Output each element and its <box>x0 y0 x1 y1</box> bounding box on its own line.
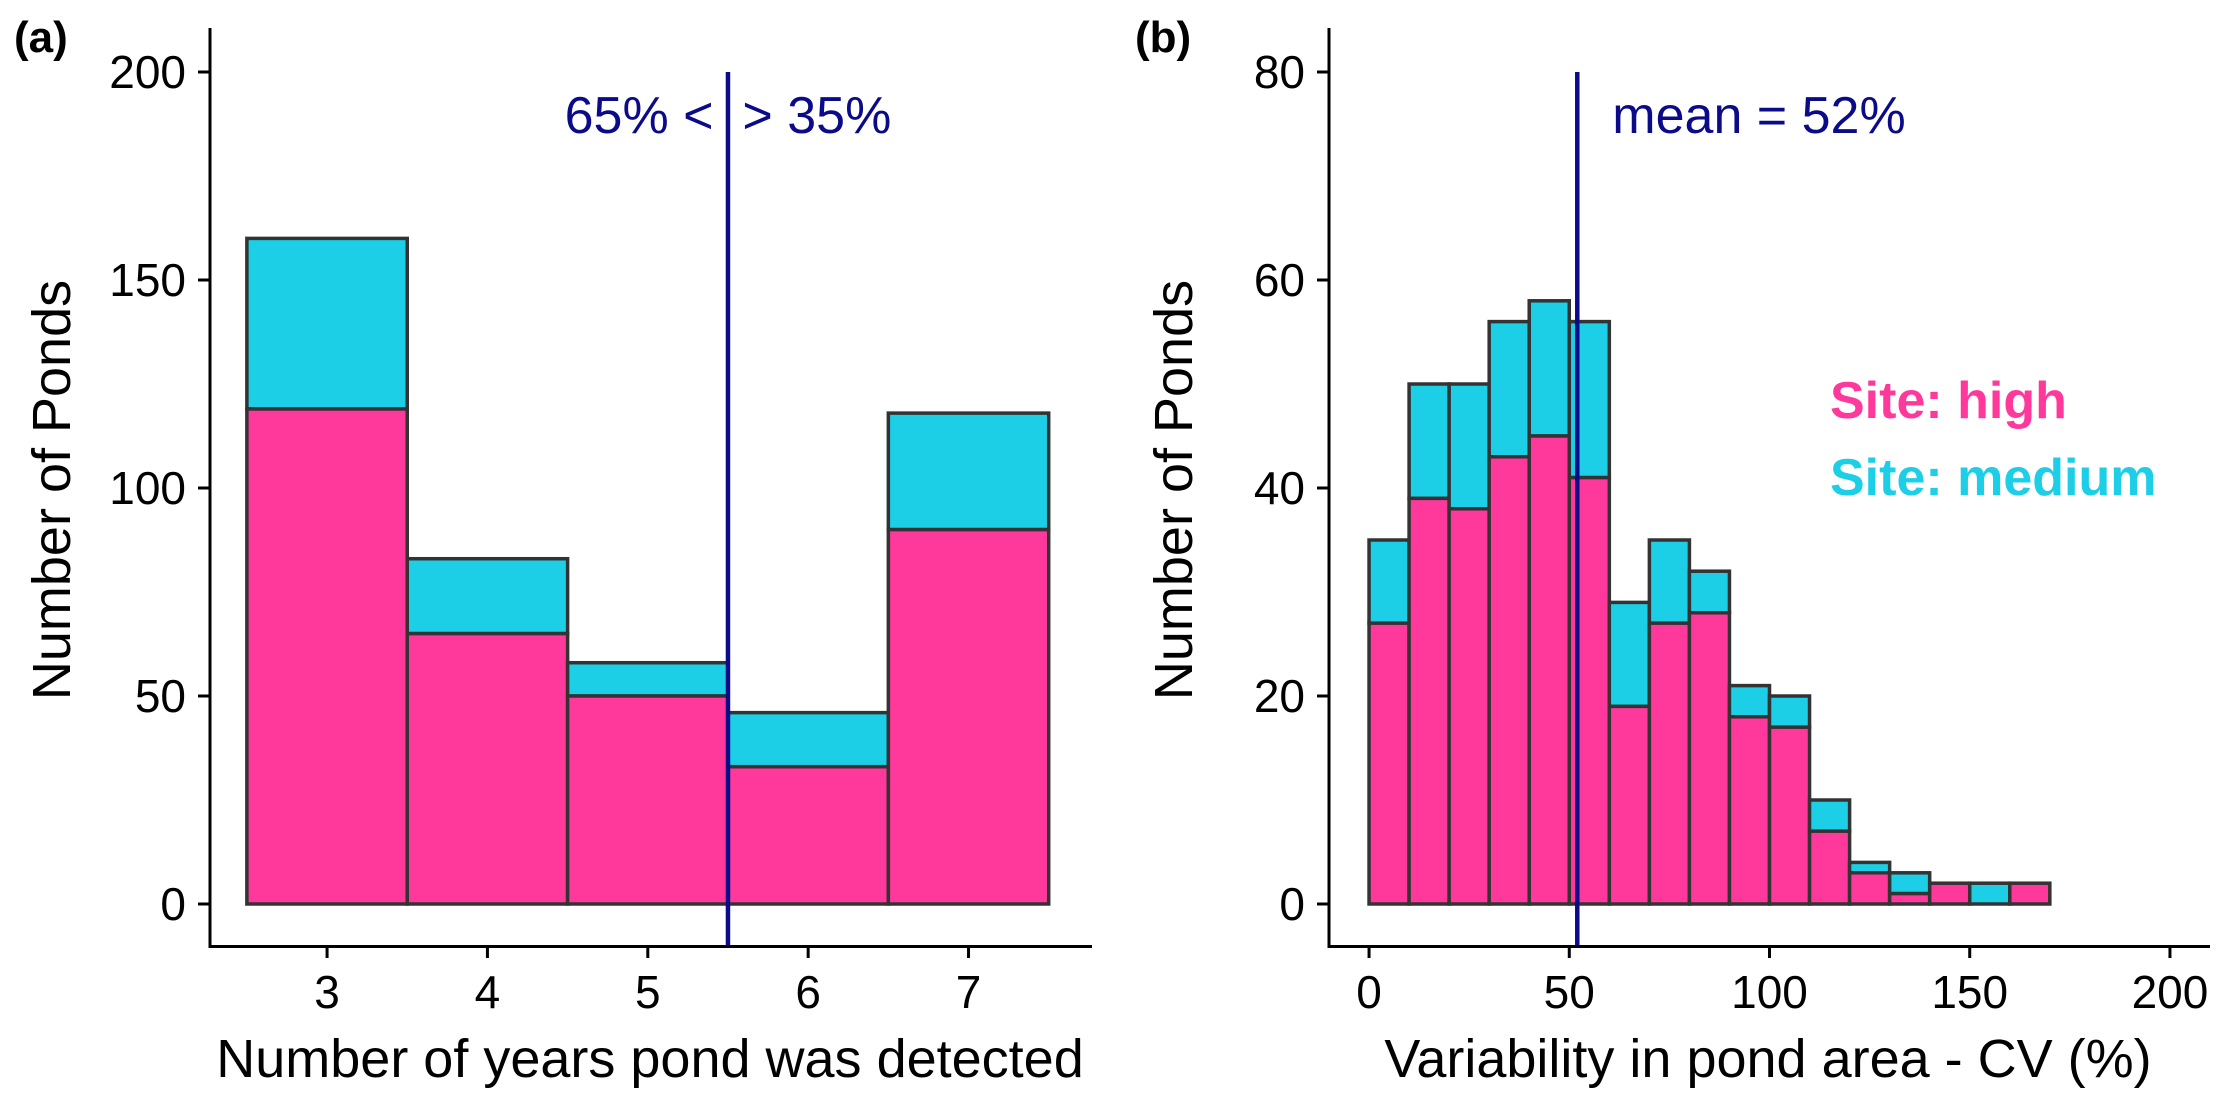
bar-b-100-high <box>1767 725 1812 906</box>
bar-b-130-medium <box>1887 871 1932 896</box>
x-tick-label: 3 <box>314 966 340 1018</box>
bar-b-0-medium <box>1367 538 1411 625</box>
x-tick-label: 4 <box>475 966 501 1018</box>
y-tick-label: 60 <box>1254 254 1305 306</box>
x-tick-label: 0 <box>1356 966 1382 1018</box>
y-tick-label: 100 <box>109 462 186 514</box>
bar-b-10-high <box>1407 496 1451 906</box>
bar-b-150-medium <box>1967 881 2012 906</box>
bar-b-80-high <box>1687 611 1732 906</box>
y-tick-label: 20 <box>1254 670 1305 722</box>
bar-b-160-high <box>2008 881 2052 906</box>
x-tick-label: 5 <box>635 966 661 1018</box>
bar-b-30-high <box>1487 455 1531 906</box>
bar-b-120-high <box>1847 871 1892 906</box>
panel-b-mean-annotation: mean = 52% <box>1612 87 1905 145</box>
bar-b-90-medium <box>1727 683 1772 719</box>
bar-b-40-high <box>1527 434 1572 906</box>
legend-item-high: Site: high <box>1830 372 2067 430</box>
x-tick-label: 200 <box>2132 966 2209 1018</box>
bar-b-30-medium <box>1487 319 1531 459</box>
bar-b-110-medium <box>1807 798 1852 833</box>
bar-a-3-high <box>245 407 409 906</box>
y-tick-label: 150 <box>109 254 186 306</box>
panel-a-split-annotation: 65% < > 35% <box>565 87 892 145</box>
y-tick-label: 40 <box>1254 462 1305 514</box>
bar-b-70-high <box>1647 621 1692 906</box>
panel-b-y-axis-title: Number of Ponds <box>1144 280 1204 700</box>
y-tick-label: 80 <box>1254 46 1305 98</box>
y-tick-label: 0 <box>160 878 186 930</box>
panel-a-bars <box>245 236 1051 906</box>
panel-a-y-axis-title: Number of Ponds <box>22 280 82 700</box>
bar-a-4-high <box>405 631 570 906</box>
bar-a-5-high <box>565 694 730 906</box>
panel-a-label: (a) <box>14 13 68 62</box>
bar-b-140-high <box>1927 881 1972 906</box>
panel-a-x-ticks: 3 4 5 6 7 <box>314 946 981 1018</box>
bar-a-7-high <box>886 527 1051 906</box>
y-tick-label: 0 <box>1279 878 1305 930</box>
bar-b-20-high <box>1447 507 1491 906</box>
legend-item-medium: Site: medium <box>1830 449 2157 507</box>
bar-a-6-high <box>726 764 891 906</box>
bar-a-6-medium <box>726 710 891 769</box>
panel-b-label: (b) <box>1135 13 1191 62</box>
bar-a-5-medium <box>565 660 730 698</box>
y-tick-label: 200 <box>109 46 186 98</box>
panel-a: (a) 65% < > 35% 0 50 100 150 200 3 4 5 6 7 Numbe… <box>14 13 1092 1089</box>
x-tick-label: 100 <box>1731 966 1808 1018</box>
panel-a-y-ticks: 0 50 100 150 200 <box>109 46 210 930</box>
bar-b-60-medium <box>1607 600 1652 709</box>
bar-b-80-medium <box>1687 569 1732 615</box>
bar-b-10-medium <box>1407 382 1451 501</box>
bar-b-60-high <box>1607 704 1652 906</box>
panel-b-x-ticks: 0 50 100 150 200 <box>1356 946 2208 1018</box>
x-tick-label: 50 <box>1544 966 1595 1018</box>
bar-a-7-medium <box>886 411 1051 532</box>
panel-b-y-ticks: 0 20 40 60 80 <box>1254 46 1329 930</box>
legend: Site: high Site: medium <box>1830 372 2157 507</box>
y-tick-label: 50 <box>135 670 186 722</box>
x-tick-label: 7 <box>956 966 982 1018</box>
bar-a-3-medium <box>245 236 409 411</box>
panel-b-bars <box>1367 299 2052 906</box>
panel-a-x-axis-title: Number of years pond was detected <box>216 1029 1083 1089</box>
panel-b-x-axis-title: Variability in pond area - CV (%) <box>1384 1029 2151 1089</box>
bar-b-130-high <box>1887 891 1932 906</box>
x-tick-label: 6 <box>795 966 821 1018</box>
bar-b-40-medium <box>1527 299 1572 438</box>
bar-b-20-medium <box>1447 382 1491 511</box>
x-tick-label: 150 <box>1931 966 2008 1018</box>
bar-b-90-high <box>1727 715 1772 906</box>
bar-b-110-high <box>1807 829 1852 906</box>
bar-b-0-high <box>1367 621 1411 906</box>
panel-b: (b) mean = 52% 0 20 40 60 80 0 50 100 150 200 Nu… <box>1135 13 2210 1089</box>
bar-b-70-medium <box>1647 538 1692 625</box>
bar-b-100-medium <box>1767 694 1812 729</box>
bar-a-4-medium <box>405 556 570 636</box>
